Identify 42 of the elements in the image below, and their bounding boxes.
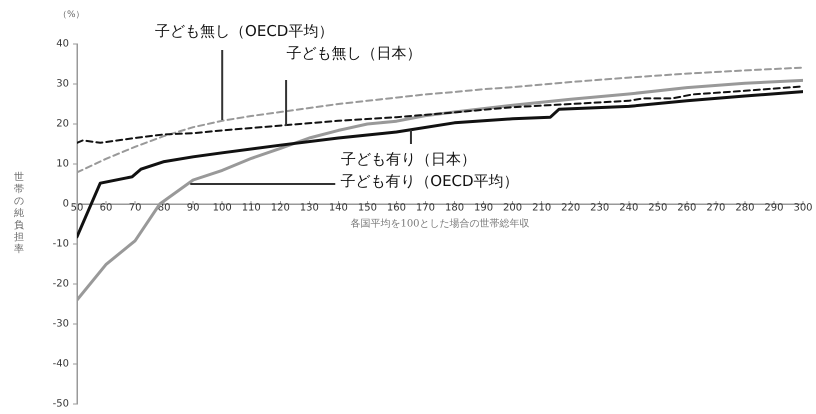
x-tick-label: 270 <box>706 202 726 214</box>
x-tick-label: 150 <box>358 202 377 214</box>
x-tick-label: 50 <box>70 202 84 214</box>
x-tick-label: 250 <box>648 202 668 214</box>
x-tick-label: 130 <box>300 202 319 214</box>
x-tick-label: 260 <box>677 202 696 214</box>
y-tick-label: 10 <box>56 158 69 170</box>
x-tick-label: 200 <box>503 202 522 214</box>
x-tick-label: 70 <box>128 202 142 214</box>
y-tick-label: 30 <box>56 78 69 90</box>
x-axis-title: 各国平均を100とした場合の世帯総年収 <box>350 218 530 230</box>
annotation: 子ども有り（日本） <box>340 150 476 168</box>
x-tick-label: 190 <box>474 202 494 214</box>
x-tick-label: 170 <box>416 202 436 214</box>
x-tick-label: 160 <box>386 202 406 214</box>
x-tick-label: 60 <box>100 202 112 214</box>
y-tick-label: 20 <box>56 118 69 130</box>
x-tick-label: 300 <box>793 202 813 214</box>
x-tick-label: 240 <box>619 202 638 214</box>
x-tick-label: 120 <box>270 202 290 214</box>
x-tick-label: 180 <box>444 202 464 214</box>
y-tick-label: -10 <box>52 238 69 250</box>
text: （%） <box>58 9 85 21</box>
y-tick-label: -40 <box>52 358 69 370</box>
y-tick-label: -20 <box>52 278 69 290</box>
annotation: 子ども無し（OECD平均） <box>155 22 334 40</box>
x-tick-label: 230 <box>590 202 610 214</box>
x-tick-label: 110 <box>242 202 261 214</box>
annotation: 子ども無し（日本） <box>286 44 422 62</box>
x-tick-label: 220 <box>561 202 580 214</box>
y-axis-title: 世帯の純負担率 <box>14 172 24 256</box>
x-tick-label: 90 <box>186 202 200 214</box>
y-tick-label: -50 <box>52 398 69 410</box>
x-tick-label: 140 <box>328 202 348 214</box>
y-tick-label: 0 <box>62 198 69 210</box>
y-tick-label: -30 <box>52 318 69 330</box>
x-tick-label: 280 <box>735 202 754 214</box>
annotation: 子ども有り（OECD平均） <box>340 172 519 190</box>
x-tick-label: 290 <box>764 202 784 214</box>
x-tick-label: 100 <box>212 202 232 214</box>
y-tick-label: 40 <box>56 38 69 50</box>
x-tick-label: 210 <box>532 202 552 214</box>
